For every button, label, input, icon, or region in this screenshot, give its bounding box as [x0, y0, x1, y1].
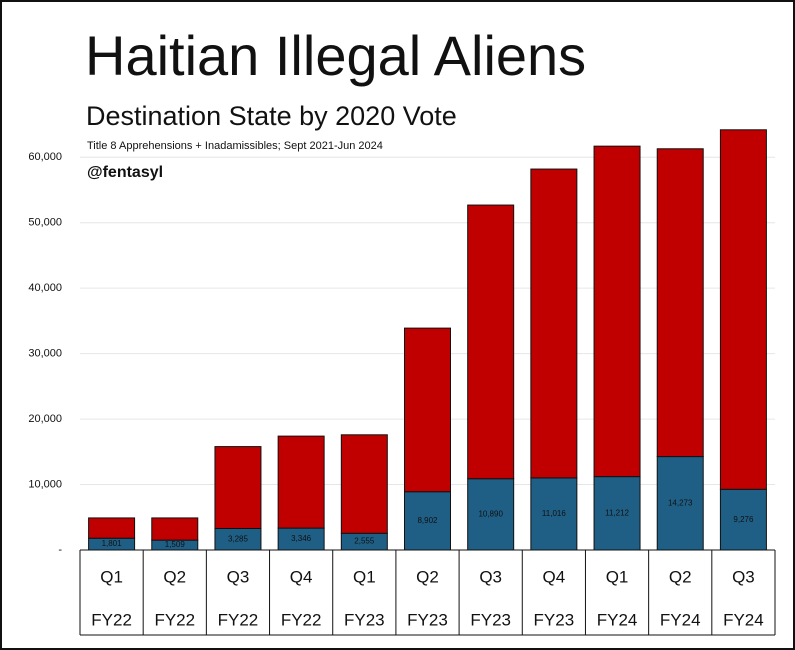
x-tick-label: Q3	[227, 567, 250, 586]
x-tick-label: Q4	[290, 567, 313, 586]
x-tick-group: FY23	[534, 610, 575, 629]
x-tick-group: FY23	[407, 610, 448, 629]
y-tick-label: -	[58, 544, 62, 556]
bar-segment	[719, 488, 767, 551]
bar-segment	[404, 327, 451, 493]
bar-segment	[214, 446, 262, 529]
x-tick-group: FY23	[344, 610, 385, 629]
chart-credit: @fentasyl	[87, 164, 163, 181]
chart-note: Title 8 Apprehensions + Inadamissibles; …	[87, 140, 383, 152]
x-tick-label: Q3	[732, 567, 755, 586]
value-label: 2,555	[354, 537, 375, 546]
bar-segment	[277, 435, 325, 529]
y-tick-label: 40,000	[28, 282, 62, 294]
bar-segment	[467, 478, 515, 551]
x-tick-group: FY24	[660, 610, 701, 629]
value-label: 1,509	[165, 540, 186, 549]
y-tick-label: 60,000	[28, 151, 62, 163]
x-tick-group: FY24	[597, 610, 638, 629]
bar-segment	[151, 517, 199, 541]
x-tick-label: Q1	[100, 567, 123, 586]
x-tick-group: FY22	[91, 610, 132, 629]
x-tick-group: FY24	[723, 610, 764, 629]
x-tick-label: Q1	[606, 567, 629, 586]
y-tick-label: 10,000	[28, 478, 62, 490]
x-tick-label: Q1	[353, 567, 376, 586]
x-tick-label: Q2	[669, 567, 692, 586]
chart-title: Haitian Illegal Aliens	[85, 24, 586, 87]
bar-segment	[719, 129, 767, 490]
x-tick-group: FY22	[218, 610, 259, 629]
chart-subtitle: Destination State by 2020 Vote	[86, 101, 457, 131]
bar-segment	[593, 145, 641, 478]
x-tick-label: Q2	[163, 567, 186, 586]
value-label: 11,016	[542, 509, 566, 518]
value-label: 11,212	[605, 508, 629, 517]
x-tick-group: FY22	[154, 610, 195, 629]
bar-segment	[530, 168, 578, 479]
bar-segment	[404, 491, 451, 551]
value-label: 1,801	[102, 539, 123, 548]
bar-segment	[88, 517, 136, 539]
value-label: 3,346	[291, 534, 312, 543]
x-tick-group: FY23	[470, 610, 511, 629]
bar-segment	[467, 204, 515, 480]
value-label: 9,276	[733, 515, 754, 524]
value-label: 14,273	[668, 498, 693, 507]
y-tick-label: 20,000	[28, 413, 62, 425]
y-tick-label: 30,000	[28, 348, 62, 360]
x-tick-group: FY22	[281, 610, 322, 629]
x-tick-label: Q2	[416, 567, 439, 586]
value-label: 10,890	[478, 509, 503, 518]
bar-segment	[656, 148, 704, 458]
x-tick-label: Q4	[543, 567, 566, 586]
bar-segment	[340, 434, 388, 534]
y-tick-label: 50,000	[28, 217, 62, 229]
value-label: 8,902	[417, 516, 438, 525]
value-label: 3,285	[228, 534, 249, 543]
x-tick-label: Q3	[479, 567, 502, 586]
